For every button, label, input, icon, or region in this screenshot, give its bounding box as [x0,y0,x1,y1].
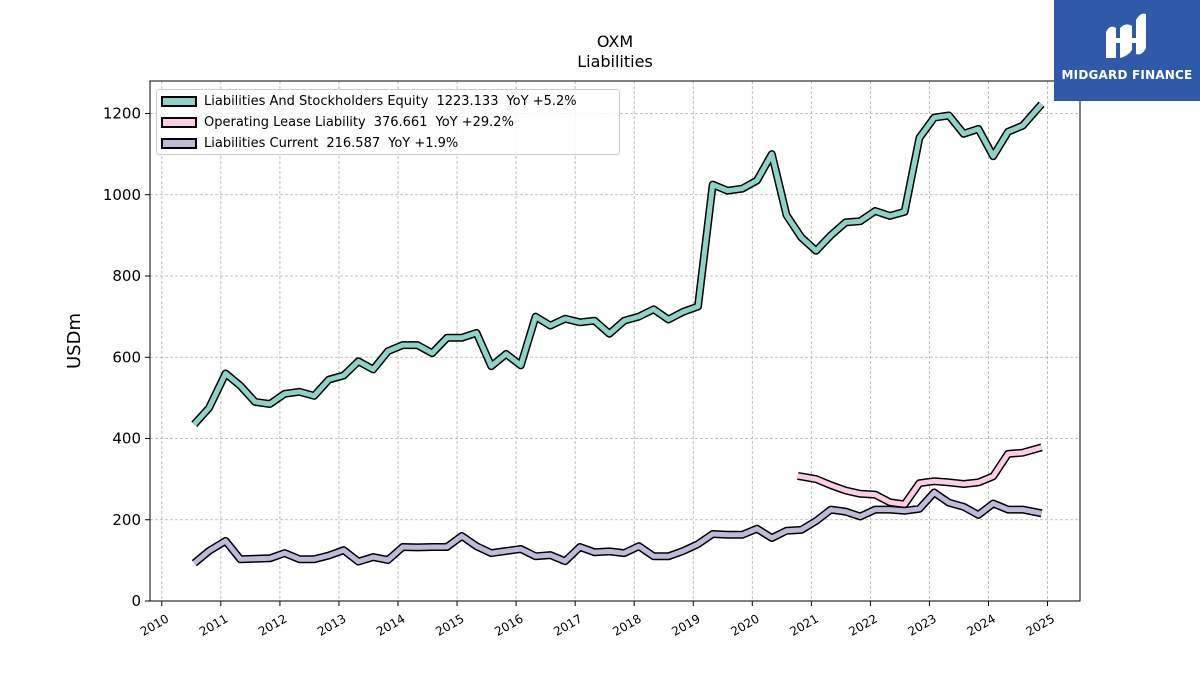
legend-value-equity: 1223.133 [436,93,499,109]
x-tick-label: 2016 [492,611,525,638]
series-line-2 [192,490,1043,566]
legend-label-lease: Operating Lease Liability [204,114,366,130]
x-tick-label: 2021 [787,611,820,638]
x-tick-label: 2010 [138,611,171,638]
x-tick-label: 2011 [197,611,230,638]
legend: Liabilities And Stockholders Equity 1223… [156,89,620,155]
legend-value-lease: 376.661 [373,114,428,130]
chart-subtitle: Liabilities [577,52,653,71]
x-tick-label: 2018 [610,611,643,638]
legend-item-current: Liabilities Current 216.587 YoY +1.9% [161,134,458,152]
legend-yoy-lease: YoY +29.2% [435,114,514,130]
legend-label-equity: Liabilities And Stockholders Equity [204,93,429,109]
series-line-1 [797,444,1043,507]
legend-label-current: Liabilities Current [204,135,319,151]
y-tick-label: 800 [112,267,141,285]
x-tick-label: 2012 [256,611,289,638]
x-tick-label: 2019 [669,611,702,638]
legend-value-current: 216.587 [326,135,381,151]
x-tick-label: 2022 [846,611,879,638]
legend-swatch-equity [161,95,197,107]
legend-swatch-current [161,137,197,149]
x-tick-label: 2023 [905,611,938,638]
y-tick-label: 400 [112,430,141,448]
legend-swatch-lease [161,116,197,128]
x-tick-label: 2015 [433,611,466,638]
y-tick-label: 200 [112,511,141,529]
x-tick-label: 2024 [965,611,998,638]
x-tick-label: 2013 [315,611,348,638]
series-line-0 [192,102,1044,426]
y-tick-label: 600 [112,348,141,366]
y-tick-label: 1000 [103,186,141,204]
brand-name: MIDGARD FINANCE [1061,68,1193,82]
chart-title: OXM [596,32,634,51]
brand-mark-icon [1106,13,1146,58]
x-tick-label: 2020 [728,611,761,638]
y-axis-label: USDm [64,313,85,369]
x-tick-label: 2014 [374,611,407,638]
legend-yoy-equity: YoY +5.2% [506,93,577,109]
grid-lines [150,81,1080,602]
brand-logo: MIDGARD FINANCE [1054,0,1200,101]
legend-yoy-current: YoY +1.9% [388,135,459,151]
y-tick-label: 1200 [103,105,141,123]
x-tick-label: 2017 [551,611,584,638]
plot-frame [149,80,1081,602]
x-tick-label: 2025 [1024,611,1057,638]
legend-item-equity: Liabilities And Stockholders Equity 1223… [161,92,577,110]
series-lines [191,101,1045,567]
legend-item-lease: Operating Lease Liability 376.661 YoY +2… [161,113,514,131]
y-tick-label: 0 [131,592,141,610]
